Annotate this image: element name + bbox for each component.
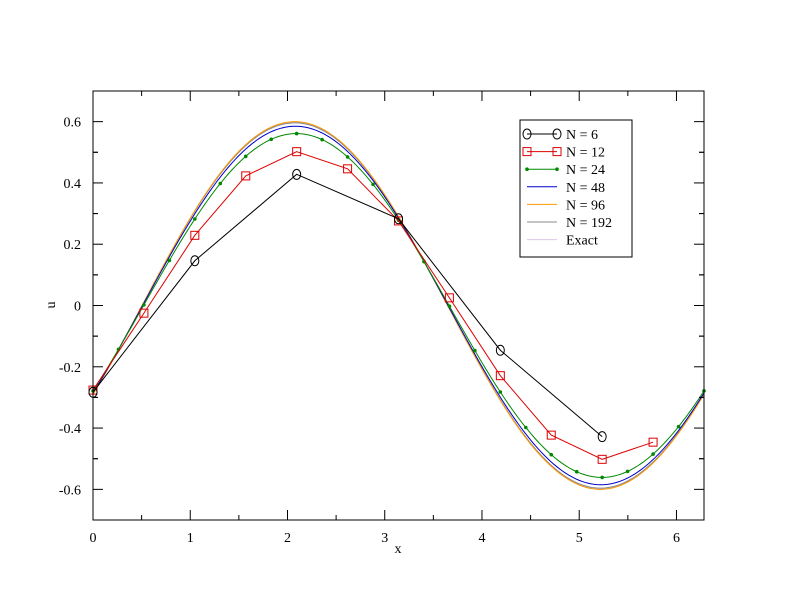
legend-item-n-12: N = 12 — [522, 146, 605, 161]
series-n-48-line — [92, 125, 705, 486]
series-n-12-line — [92, 151, 654, 460]
data-point — [498, 390, 503, 394]
x-axis-label: x — [395, 542, 402, 557]
x-tick-label: 5 — [576, 531, 583, 546]
data-point — [625, 469, 630, 474]
legend-marker — [522, 147, 532, 157]
series-n-48 — [92, 125, 705, 486]
legend-marker — [552, 147, 562, 157]
data-point — [142, 303, 146, 307]
series-n-6-line — [92, 173, 603, 438]
legend-label: N = 6 — [566, 128, 598, 143]
data-point — [495, 344, 505, 356]
x-tick-label: 3 — [381, 531, 388, 546]
data-point — [447, 304, 452, 308]
data-point — [218, 181, 223, 186]
data-point — [190, 230, 200, 240]
data-point — [651, 452, 655, 456]
legend: N = 6 N = 12 N = 24 N = 48 N = 96 N = 192 Exac… — [519, 119, 633, 258]
data-point — [546, 430, 556, 440]
data-point — [343, 164, 353, 174]
data-point — [444, 293, 454, 303]
x-tick-label: 4 — [478, 531, 485, 546]
legend-marker — [525, 167, 529, 171]
x-tick-label: 0 — [90, 531, 97, 546]
data-point — [193, 217, 197, 221]
legend-label: Exact — [566, 234, 598, 249]
data-point — [597, 454, 607, 464]
plot-curves — [88, 121, 706, 490]
data-point — [292, 147, 302, 157]
data-point — [676, 424, 681, 429]
data-point — [269, 137, 274, 142]
data-point — [473, 348, 477, 353]
data-point — [243, 154, 248, 159]
data-point — [320, 137, 324, 142]
x-tick-label: 2 — [284, 531, 291, 546]
data-point — [648, 437, 658, 447]
data-point — [292, 168, 302, 180]
data-point — [394, 213, 403, 225]
data-point — [241, 171, 251, 181]
legend-item-n-192: N = 192 — [527, 216, 612, 231]
data-point — [495, 371, 505, 381]
legend-label: N = 24 — [566, 163, 605, 178]
data-point — [345, 155, 350, 159]
legend-label: N = 192 — [566, 216, 612, 231]
series-n-12 — [88, 147, 658, 464]
data-point — [600, 475, 604, 480]
legend-marker — [552, 128, 562, 140]
data-point — [574, 469, 579, 474]
legend-item-n-96: N = 96 — [527, 198, 605, 213]
y-tick-label: -0.2 — [59, 361, 81, 376]
axis-tick-labels: 0 1 2 3 4 5 6 -0.6 -0.4 -0.2 0 0.2 0.4 0.6 — [59, 116, 680, 546]
data-point — [294, 131, 299, 136]
legend-label: N = 48 — [566, 181, 605, 196]
legend-marker — [522, 128, 532, 140]
legend-box — [519, 119, 633, 258]
legend-item-n-24: N = 24 — [525, 163, 605, 178]
data-point — [167, 258, 172, 263]
x-tick-label: 6 — [673, 531, 680, 546]
series-n-6 — [88, 168, 607, 443]
y-tick-label: 0.2 — [64, 238, 82, 253]
data-point — [549, 452, 554, 457]
legend-marker — [555, 167, 559, 171]
data-point — [523, 425, 528, 430]
data-point — [139, 308, 149, 318]
legend-item-n-48: N = 48 — [527, 181, 605, 196]
legend-item-exact: Exact — [527, 234, 598, 249]
data-point — [597, 431, 607, 443]
axis-ticks — [92, 91, 704, 520]
y-tick-label: 0 — [74, 300, 81, 315]
y-tick-label: -0.4 — [59, 422, 81, 437]
y-tick-label: -0.6 — [59, 483, 81, 498]
legend-item-n-6: N = 6 — [522, 128, 598, 143]
x-tick-label: 1 — [187, 531, 194, 546]
data-point — [371, 182, 375, 187]
y-tick-label: 0.6 — [64, 116, 82, 131]
data-point — [190, 255, 200, 267]
y-tick-label: 0.4 — [64, 177, 82, 192]
y-axis-label: u — [44, 302, 59, 309]
legend-label: N = 96 — [566, 198, 605, 213]
legend-label: N = 12 — [566, 146, 605, 161]
